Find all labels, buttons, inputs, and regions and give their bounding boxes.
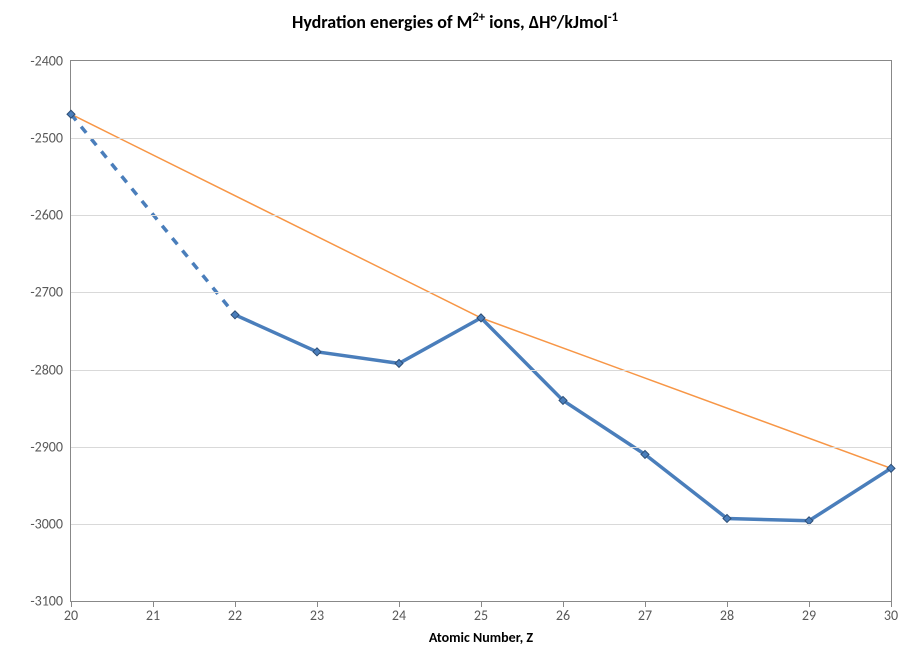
gridline — [71, 215, 891, 216]
x-tick-label: 29 — [802, 601, 816, 624]
baseline-series — [71, 114, 891, 468]
gridline — [71, 138, 891, 139]
y-tick-label: -2800 — [30, 361, 71, 378]
gridline — [71, 447, 891, 448]
main-series-segment — [235, 315, 891, 521]
x-tick-label: 21 — [146, 601, 160, 624]
x-tick-label: 23 — [310, 601, 324, 624]
x-tick-label: 22 — [228, 601, 242, 624]
x-tick-label: 27 — [638, 601, 652, 624]
y-tick-label: -2600 — [30, 207, 71, 224]
x-tick-label: 24 — [392, 601, 406, 624]
chart-container: Hydration energies of M2+ ions, ΔH°/kJmo… — [0, 0, 910, 662]
x-tick-label: 25 — [474, 601, 488, 624]
y-tick-label: -2500 — [30, 130, 71, 147]
gridline — [71, 370, 891, 371]
y-tick-label: -3000 — [30, 515, 71, 532]
y-tick-label: -2700 — [30, 284, 71, 301]
x-tick-label: 30 — [884, 601, 898, 624]
y-tick-label: -2900 — [30, 438, 71, 455]
x-tick-label: 20 — [64, 601, 78, 624]
chart-svg — [71, 61, 891, 601]
gridline — [71, 292, 891, 293]
x-tick-label: 28 — [720, 601, 734, 624]
y-tick-label: -2400 — [30, 53, 71, 70]
x-tick-label: 26 — [556, 601, 570, 624]
chart-title: Hydration energies of M2+ ions, ΔH°/kJmo… — [0, 10, 910, 33]
gridline — [71, 524, 891, 525]
plot-area: Atomic Number, Z -2400-2500-2600-2700-28… — [70, 60, 892, 602]
